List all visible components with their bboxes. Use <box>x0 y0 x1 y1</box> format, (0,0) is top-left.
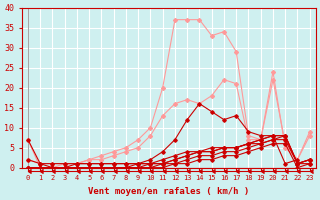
X-axis label: Vent moyen/en rafales ( km/h ): Vent moyen/en rafales ( km/h ) <box>88 187 250 196</box>
